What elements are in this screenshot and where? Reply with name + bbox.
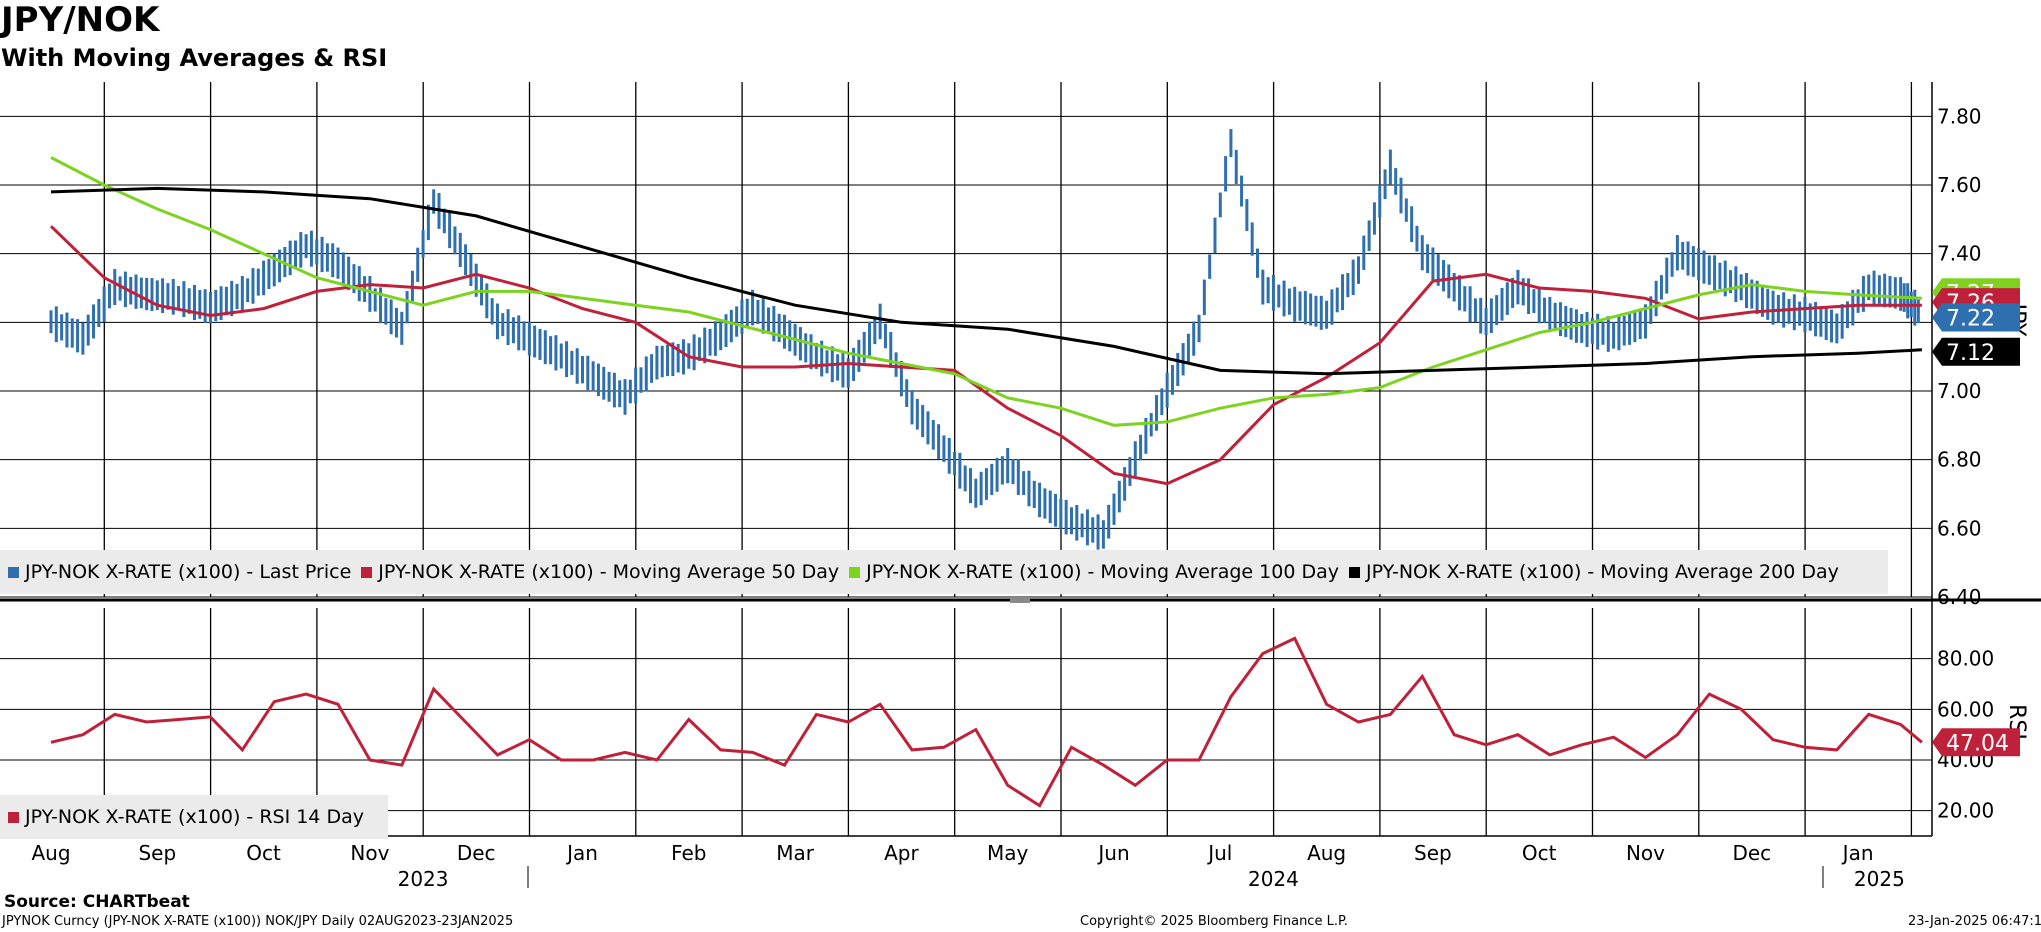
price-y-tick-label: 7.60 (1937, 173, 1982, 197)
price-y-tick-label: 6.40 (1937, 585, 1982, 609)
rsi-y-tick-label: 80.00 (1937, 647, 1994, 671)
x-month-label: Oct (246, 841, 281, 865)
legend-label: JPY-NOK X-RATE (x100) - RSI 14 Day (25, 806, 364, 828)
footer-copyright: Copyright© 2025 Bloomberg Finance L.P. (1080, 914, 1348, 929)
x-year-label: 2025 (1854, 867, 1905, 891)
legend-swatch (1348, 566, 1360, 578)
legend-swatch (849, 566, 861, 578)
x-month-label: Mar (776, 841, 815, 865)
legend-swatch (361, 566, 373, 578)
x-month-label: Aug (31, 841, 70, 865)
x-month-label: May (987, 841, 1029, 865)
rsi-line (50, 636, 1923, 808)
price-y-tick-label: 7.80 (1937, 104, 1982, 128)
tag-price: 7.22 (1932, 303, 2020, 332)
x-year-label: 2024 (1248, 867, 1299, 891)
chart-title: JPY/NOK (1, 0, 160, 40)
tag-price-shape (1932, 303, 2020, 332)
price-grid (0, 82, 1932, 598)
legend-label: JPY-NOK X-RATE (x100) - Moving Average 2… (1365, 561, 1839, 583)
price-lines (49, 156, 1922, 486)
legend-item-ma200[interactable]: JPY-NOK X-RATE (x100) - Moving Average 2… (1348, 561, 1839, 583)
price-bars (49, 129, 1920, 550)
tag-rsi-text: 47.04 (1946, 731, 2009, 756)
source-label: Source: CHARTbeat (4, 892, 190, 912)
price-y-tick-label: 7.40 (1937, 242, 1982, 266)
price-y-tick-label: 6.60 (1937, 516, 1982, 540)
legend-item-last-price[interactable]: JPY-NOK X-RATE (x100) - Last Price (8, 561, 351, 583)
legend-swatch (8, 811, 19, 823)
footer-timestamp: 23-Jan-2025 06:47:10 (1908, 914, 2041, 929)
rsi-legend: JPY-NOK X-RATE (x100) - RSI 14 Day (0, 795, 388, 839)
rsi-y-tick-label: 20.00 (1937, 799, 1994, 823)
x-year-label: 2023 (398, 867, 449, 891)
x-month-label: Apr (884, 841, 919, 865)
x-month-label: Jan (565, 841, 598, 865)
rsi-y-tick-label: 60.00 (1937, 697, 1994, 721)
ma-line-1 (49, 225, 1922, 486)
x-month-label: Jan (1841, 841, 1874, 865)
price-legend: JPY-NOK X-RATE (x100) - Last Price JPY-N… (0, 550, 1888, 594)
tag-ma200-shape (1932, 337, 2020, 366)
tag-ma200-text: 7.12 (1946, 341, 1995, 366)
x-month-label: Jul (1206, 841, 1232, 865)
x-month-label: Sep (138, 841, 176, 865)
legend-item-ma50[interactable]: JPY-NOK X-RATE (x100) - Moving Average 5… (361, 561, 839, 583)
panel-divider-handle (1010, 597, 1030, 603)
x-month-label: Nov (350, 841, 389, 865)
chart-subtitle: With Moving Averages & RSI (1, 44, 388, 72)
x-month-label: Dec (1732, 841, 1771, 865)
x-month-label: Sep (1414, 841, 1452, 865)
legend-label: JPY-NOK X-RATE (x100) - Moving Average 1… (866, 561, 1339, 583)
rsi-lines (50, 636, 1923, 808)
x-month-label: Feb (671, 841, 706, 865)
legend-item-rsi[interactable]: JPY-NOK X-RATE (x100) - RSI 14 Day (8, 806, 364, 828)
price-y-tick-label: 6.80 (1937, 448, 1982, 472)
x-month-label: Oct (1522, 841, 1557, 865)
x-ticks: Aug Sep Oct Nov Dec Jan Feb Mar Apr May Jun Jul Aug S… (31, 841, 1904, 891)
legend-label: JPY-NOK X-RATE (x100) - Last Price (25, 561, 352, 583)
x-month-label: Aug (1307, 841, 1346, 865)
price-y-tick-label: 7.00 (1937, 379, 1982, 403)
legend-label: JPY-NOK X-RATE (x100) - Moving Average 5… (378, 561, 840, 583)
tag-ma200: 7.12 (1932, 337, 2020, 366)
x-month-label: Nov (1626, 841, 1665, 865)
tag-rsi-shape (1932, 728, 2020, 757)
ma-line-2 (50, 156, 1922, 427)
x-month-label: Jun (1096, 841, 1129, 865)
rsi-grid (0, 608, 1932, 836)
tag-price-text: 7.22 (1946, 306, 1995, 331)
footer-ticker-info: JPYNOK Curncy (JPY-NOK X-RATE (x100)) NO… (2, 914, 514, 929)
x-month-label: Dec (457, 841, 496, 865)
legend-swatch (8, 566, 19, 578)
ma-line-3 (50, 186, 1922, 376)
legend-item-ma100[interactable]: JPY-NOK X-RATE (x100) - Moving Average 1… (849, 561, 1339, 583)
tag-rsi: 47.04 (1932, 728, 2020, 757)
